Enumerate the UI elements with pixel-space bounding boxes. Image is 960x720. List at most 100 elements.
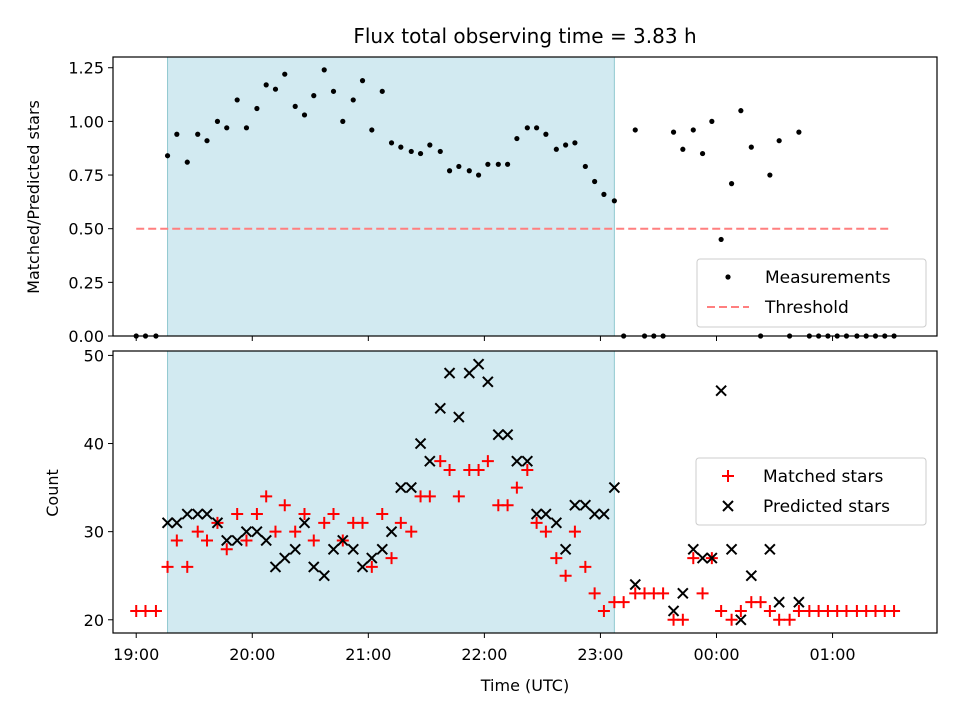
predicted-star-point xyxy=(667,605,680,617)
bottom-x-tick-label: 23:00 xyxy=(577,645,623,664)
matched-star-point xyxy=(356,516,369,529)
predicted-star-point xyxy=(161,517,174,529)
predicted-star-point xyxy=(745,570,758,582)
bottom-y-tick-label: 30 xyxy=(84,523,104,542)
predicted-star-point xyxy=(629,578,641,591)
measurement-point xyxy=(388,140,395,146)
predicted-star-point xyxy=(269,561,282,573)
matched-star-point xyxy=(597,604,610,617)
matched-star-point xyxy=(783,613,796,626)
measurement-point xyxy=(504,161,511,167)
predicted-star-point xyxy=(260,534,272,547)
matched-star-point xyxy=(191,525,204,538)
predicted-star-point xyxy=(434,402,446,414)
matched-star-point xyxy=(327,508,340,521)
matched-star-point xyxy=(840,604,853,617)
measurement-point xyxy=(398,144,404,150)
matched-star-point xyxy=(240,534,253,547)
predicted-star-point xyxy=(482,376,494,388)
predicted-star-point xyxy=(221,534,233,547)
measurement-point xyxy=(272,86,279,92)
measurement-point xyxy=(582,163,588,170)
matched-star-point xyxy=(754,596,767,609)
measurement-point xyxy=(195,131,201,137)
bottom-x-tick-label: 00:00 xyxy=(693,645,739,664)
matched-star-point xyxy=(888,604,901,617)
matched-star-point xyxy=(250,508,263,521)
predicted-star-point xyxy=(559,543,572,555)
measurement-point xyxy=(408,148,414,155)
predicted-star-point xyxy=(735,614,747,626)
legend-measurements-marker xyxy=(725,274,731,280)
predicted-star-point xyxy=(793,596,805,608)
top-y-tick-label: 0.25 xyxy=(68,273,104,292)
measurement-point xyxy=(776,138,782,144)
matched-star-point xyxy=(365,560,378,573)
predicted-star-point xyxy=(511,455,523,467)
matched-star-point xyxy=(510,481,523,494)
measurement-point xyxy=(680,146,686,152)
legend-matched-marker xyxy=(722,470,734,482)
measurement-point xyxy=(204,138,210,144)
bottom-axes-frame xyxy=(112,350,938,634)
matched-star-point xyxy=(289,525,302,538)
matched-star-point xyxy=(568,525,581,538)
matched-star-point xyxy=(231,508,244,521)
bottom-y-tick-label: 20 xyxy=(84,611,104,630)
legend-measurements-label: Measurements xyxy=(765,268,891,288)
predicted-star-point xyxy=(608,481,621,494)
bottom-x-tick-label: 21:00 xyxy=(345,645,391,664)
bottom-shaded-region xyxy=(167,350,615,634)
matched-star-point xyxy=(385,552,398,565)
predicted-star-point xyxy=(463,367,476,379)
bottom-y-axis-ticks: 20 30 40 50 xyxy=(84,346,113,630)
bottom-x-tick-label: 22:00 xyxy=(461,645,507,664)
measurement-point xyxy=(524,125,530,131)
measurement-point xyxy=(718,236,724,243)
measurement-point xyxy=(738,108,744,114)
matched-star-point xyxy=(696,587,709,600)
bottom-x-tick-label: 20:00 xyxy=(229,645,275,664)
predicted-star-point xyxy=(327,543,340,555)
top-axes-frame xyxy=(112,56,938,337)
predicted-star-point xyxy=(501,429,514,441)
top-legend-box xyxy=(696,258,927,328)
predicted-star-point xyxy=(366,552,378,564)
measurement-point xyxy=(369,127,375,133)
matched-star-point xyxy=(588,587,601,600)
matched-star-point xyxy=(501,499,514,512)
bottom-x-tick-label: 19:00 xyxy=(113,645,159,664)
matched-star-point xyxy=(149,604,162,617)
top-y-axis-ticks: 0.00 0.25 0.50 0.75 1.00 1.25 xyxy=(68,59,113,346)
predicted-star-point xyxy=(376,543,388,555)
chart-title: Flux total observing time = 3.83 h xyxy=(353,24,696,48)
matched-star-point xyxy=(181,560,194,573)
predicted-star-point xyxy=(298,517,311,529)
predicted-star-point xyxy=(696,552,709,564)
measurement-point xyxy=(330,88,337,94)
measurement-point xyxy=(456,163,462,170)
matched-star-point xyxy=(559,569,572,582)
measurement-point xyxy=(224,125,230,131)
matched-star-point xyxy=(307,534,320,547)
predicted-star-point xyxy=(550,517,563,529)
measurement-point xyxy=(699,150,706,157)
matched-star-point xyxy=(472,463,485,476)
matched-star-point xyxy=(298,508,311,521)
top-y-tick-label: 0.00 xyxy=(68,327,104,346)
measurement-point xyxy=(321,67,327,73)
predicted-star-point xyxy=(540,508,552,520)
measurement-point xyxy=(767,172,773,178)
predicted-star-point xyxy=(211,517,224,529)
predicted-star-point xyxy=(289,543,301,555)
predicted-star-point xyxy=(492,429,505,441)
matched-star-point xyxy=(550,552,563,565)
bottom-y-axis-label: Count xyxy=(43,469,62,517)
matched-star-point xyxy=(521,463,534,476)
matched-star-point xyxy=(773,613,786,626)
predicted-star-point xyxy=(356,561,369,573)
bottom-x-tick-label: 01:00 xyxy=(809,645,855,664)
measurement-point xyxy=(670,129,677,135)
matched-star-point xyxy=(394,516,407,529)
predicted-star-point xyxy=(773,596,785,608)
